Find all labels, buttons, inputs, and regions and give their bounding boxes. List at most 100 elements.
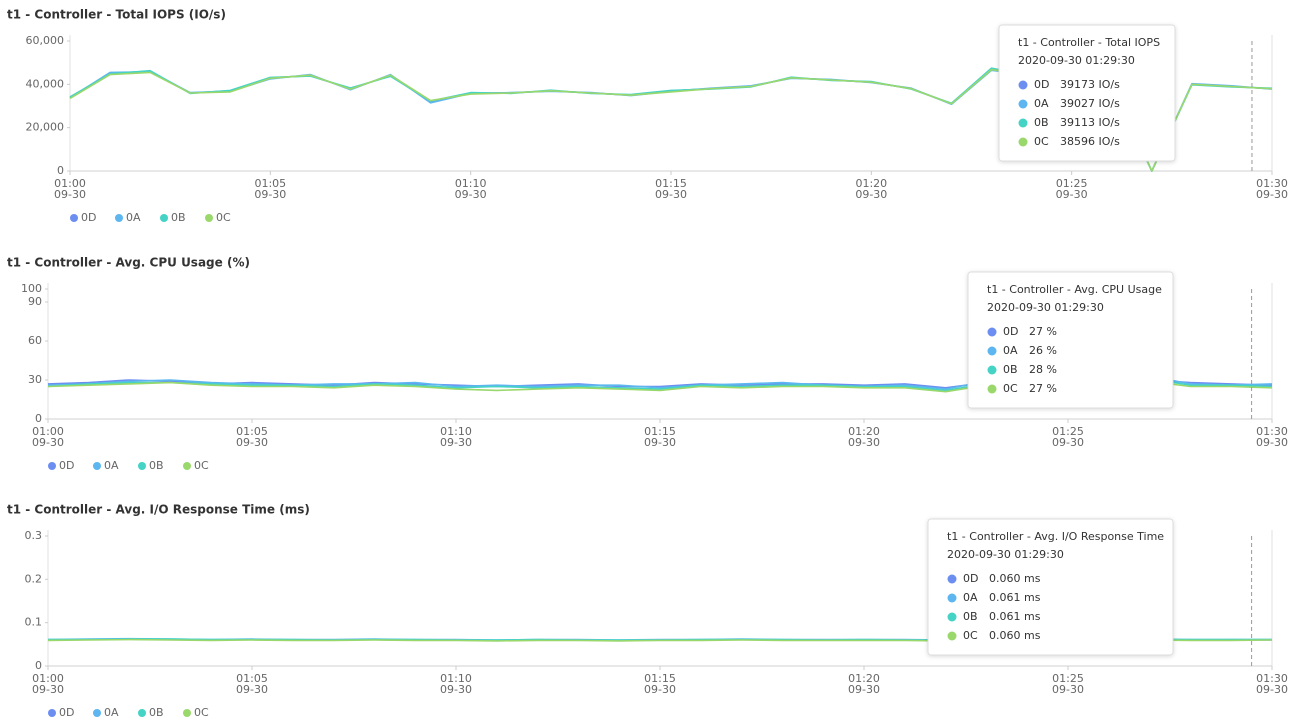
x-tick-date: 09-30 bbox=[1256, 683, 1288, 696]
x-tick-date: 09-30 bbox=[855, 188, 887, 201]
tooltip-time: 2020-09-30 01:29:30 bbox=[1018, 54, 1135, 67]
tooltip-series: 0A bbox=[1003, 344, 1018, 357]
tooltip-marker bbox=[1018, 137, 1028, 147]
legend-label[interactable]: 0B bbox=[149, 459, 164, 472]
x-tick-date: 09-30 bbox=[455, 188, 487, 201]
tooltip-marker bbox=[987, 327, 997, 337]
x-tick-date: 09-30 bbox=[54, 188, 86, 201]
x-tick-label: 01:00 bbox=[32, 425, 64, 438]
tooltip-value: 27 % bbox=[1029, 382, 1057, 395]
tooltip-value: 26 % bbox=[1029, 344, 1057, 357]
x-tick-label: 01:15 bbox=[644, 672, 676, 685]
y-tick-label: 0 bbox=[35, 659, 42, 672]
tooltip-series: 0B bbox=[963, 610, 978, 623]
tooltip-marker bbox=[987, 346, 997, 356]
tooltip-value: 39173 IO/s bbox=[1060, 78, 1120, 91]
x-tick-date: 09-30 bbox=[1256, 188, 1288, 201]
tooltip-marker bbox=[947, 593, 957, 603]
y-tick-label: 0 bbox=[57, 164, 64, 177]
legend-label[interactable]: 0B bbox=[149, 706, 164, 719]
y-tick-label: 20,000 bbox=[26, 121, 65, 134]
y-tick-label: 0 bbox=[35, 412, 42, 425]
chart-title: t1 - Controller - Total IOPS (IO/s) bbox=[7, 8, 226, 22]
chart-title: t1 - Controller - Avg. CPU Usage (%) bbox=[7, 256, 250, 270]
x-tick-date: 09-30 bbox=[254, 188, 286, 201]
tooltip-marker bbox=[1018, 99, 1028, 109]
legend-marker bbox=[138, 462, 146, 470]
x-tick-label: 01:25 bbox=[1052, 425, 1084, 438]
legend-label[interactable]: 0C bbox=[216, 211, 231, 224]
tooltip-series: 0B bbox=[1034, 116, 1049, 129]
tooltip-value: 0.061 ms bbox=[989, 610, 1041, 623]
tooltip-box bbox=[967, 271, 1174, 409]
tooltip-title: t1 - Controller - Total IOPS bbox=[1018, 36, 1160, 49]
x-tick-label: 01:20 bbox=[848, 672, 880, 685]
y-tick-label: 60 bbox=[28, 334, 42, 347]
x-tick-date: 09-30 bbox=[644, 683, 676, 696]
x-tick-date: 09-30 bbox=[236, 683, 268, 696]
tooltip-series: 0A bbox=[963, 591, 978, 604]
legend-label[interactable]: 0C bbox=[194, 706, 209, 719]
tooltip-value: 0.060 ms bbox=[989, 629, 1041, 642]
x-tick-label: 01:25 bbox=[1056, 177, 1088, 190]
legend-label[interactable]: 0D bbox=[59, 706, 74, 719]
x-tick-date: 09-30 bbox=[32, 683, 64, 696]
x-tick-date: 09-30 bbox=[440, 436, 472, 449]
tooltip-time: 2020-09-30 01:29:30 bbox=[987, 301, 1104, 314]
y-tick-label: 0.2 bbox=[25, 572, 43, 585]
legend-label[interactable]: 0B bbox=[171, 211, 186, 224]
x-tick-label: 01:20 bbox=[848, 425, 880, 438]
x-tick-label: 01:00 bbox=[54, 177, 86, 190]
tooltip-series: 0D bbox=[963, 572, 978, 585]
tooltip-marker bbox=[1018, 80, 1028, 90]
tooltip-series: 0C bbox=[1034, 135, 1049, 148]
legend-label[interactable]: 0A bbox=[104, 459, 119, 472]
x-tick-date: 09-30 bbox=[1256, 436, 1288, 449]
x-tick-date: 09-30 bbox=[1056, 188, 1088, 201]
x-tick-label: 01:00 bbox=[32, 672, 64, 685]
tooltip-value: 0.061 ms bbox=[989, 591, 1041, 604]
tooltip-box bbox=[998, 24, 1176, 162]
legend-marker bbox=[70, 214, 78, 222]
y-tick-label: 100 bbox=[21, 282, 42, 295]
tooltip-marker bbox=[947, 574, 957, 584]
x-tick-date: 09-30 bbox=[644, 436, 676, 449]
tooltip-series: 0C bbox=[1003, 382, 1018, 395]
legend-marker bbox=[93, 462, 101, 470]
x-tick-date: 09-30 bbox=[848, 683, 880, 696]
x-tick-label: 01:10 bbox=[455, 177, 487, 190]
x-tick-date: 09-30 bbox=[1052, 436, 1084, 449]
y-tick-label: 0.1 bbox=[25, 616, 43, 629]
x-tick-date: 09-30 bbox=[1052, 683, 1084, 696]
legend-label[interactable]: 0C bbox=[194, 459, 209, 472]
x-tick-label: 01:10 bbox=[440, 425, 472, 438]
x-tick-label: 01:20 bbox=[855, 177, 887, 190]
legend-label[interactable]: 0D bbox=[81, 211, 96, 224]
legend-marker bbox=[93, 709, 101, 717]
tooltip-series: 0D bbox=[1003, 325, 1018, 338]
y-tick-label: 0.3 bbox=[25, 529, 43, 542]
tooltip-marker bbox=[1018, 118, 1028, 128]
y-tick-label: 30 bbox=[28, 373, 42, 386]
tooltip-marker bbox=[987, 365, 997, 375]
tooltip-value: 28 % bbox=[1029, 363, 1057, 376]
tooltip-title: t1 - Controller - Avg. I/O Response Time bbox=[947, 530, 1164, 543]
chart-title: t1 - Controller - Avg. I/O Response Time… bbox=[7, 503, 310, 517]
legend-label[interactable]: 0A bbox=[104, 706, 119, 719]
tooltip-title: t1 - Controller - Avg. CPU Usage bbox=[987, 283, 1162, 296]
tooltip-marker bbox=[987, 384, 997, 394]
tooltip-time: 2020-09-30 01:29:30 bbox=[947, 548, 1064, 561]
x-tick-date: 09-30 bbox=[848, 436, 880, 449]
legend-label[interactable]: 0A bbox=[126, 211, 141, 224]
x-tick-date: 09-30 bbox=[236, 436, 268, 449]
x-tick-label: 01:05 bbox=[254, 177, 286, 190]
legend-marker bbox=[48, 709, 56, 717]
x-tick-label: 01:30 bbox=[1256, 177, 1288, 190]
legend-label[interactable]: 0D bbox=[59, 459, 74, 472]
legend-marker bbox=[48, 462, 56, 470]
legend-marker bbox=[205, 214, 213, 222]
x-tick-date: 09-30 bbox=[655, 188, 687, 201]
x-tick-label: 01:15 bbox=[644, 425, 676, 438]
x-tick-label: 01:30 bbox=[1256, 425, 1288, 438]
